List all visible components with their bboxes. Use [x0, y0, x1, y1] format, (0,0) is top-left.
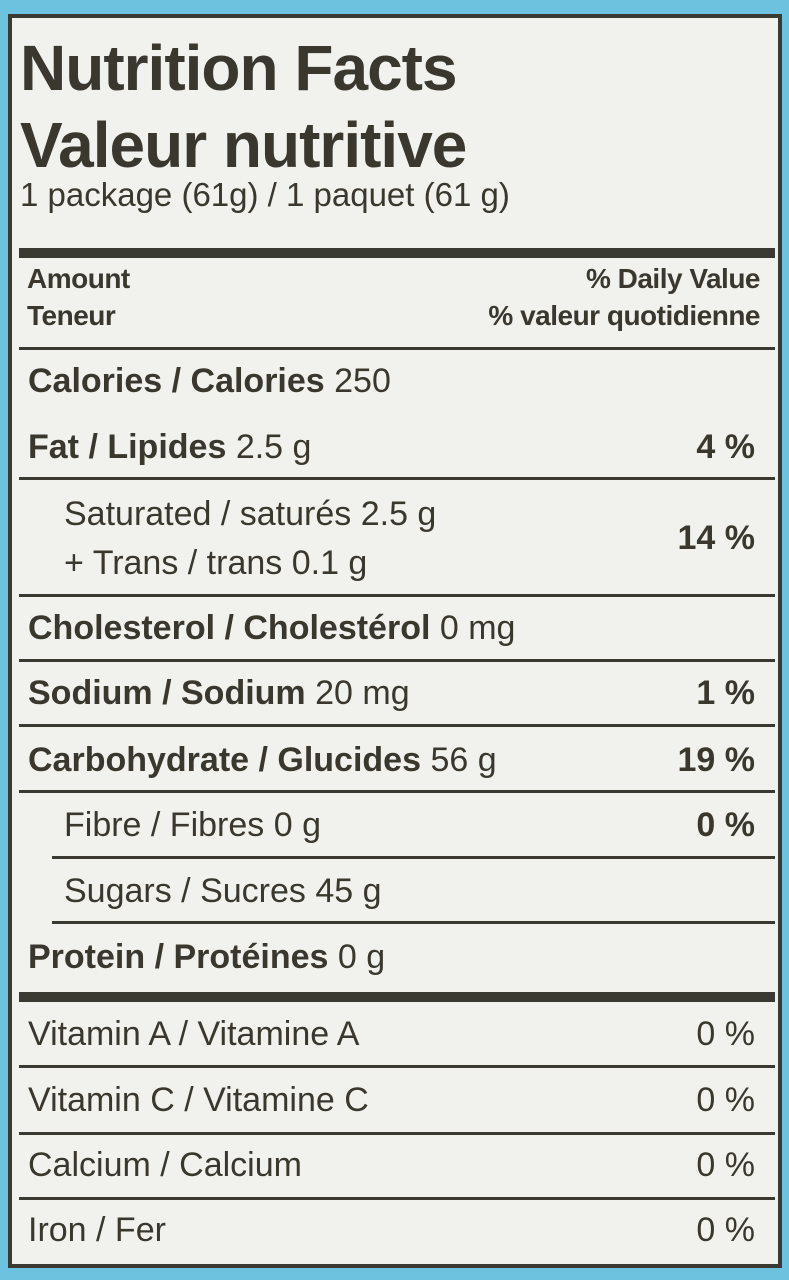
daily-value-fr: % valeur quotidienne	[488, 300, 760, 331]
divider	[19, 1132, 775, 1135]
divider	[19, 477, 775, 480]
amount-en: Amount	[27, 263, 130, 294]
divider	[19, 347, 775, 350]
thick-divider	[19, 992, 775, 1002]
divider	[19, 594, 775, 597]
divider	[19, 1065, 775, 1068]
divider	[19, 724, 775, 727]
divider	[19, 790, 775, 793]
serving-size: 1 package (61g) / 1 paquet (61 g)	[20, 176, 510, 213]
divider	[19, 1197, 775, 1200]
nutrition-facts-label	[8, 14, 782, 1268]
thick-divider	[19, 248, 775, 258]
divider	[52, 921, 775, 924]
divider	[19, 659, 775, 662]
title-en: Nutrition Facts	[20, 32, 458, 104]
title-fr: Valeur nutritive	[20, 109, 467, 181]
divider	[52, 856, 775, 859]
amount-fr: Teneur	[27, 300, 116, 331]
daily-value-en: % Daily Value	[585, 263, 761, 294]
